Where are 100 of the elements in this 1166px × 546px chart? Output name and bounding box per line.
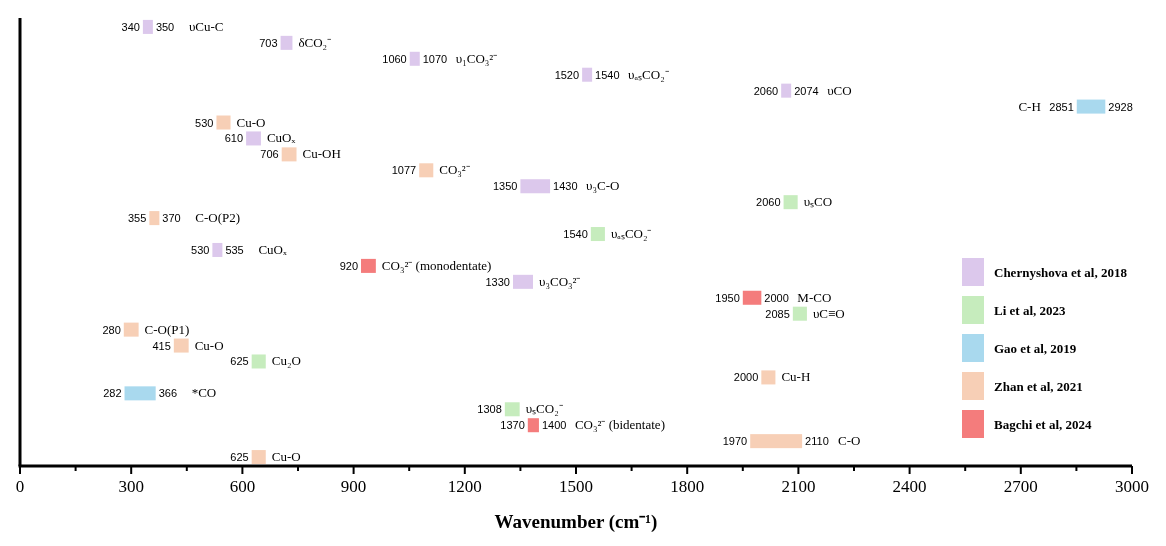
annotation: 703 xyxy=(259,36,278,49)
y-tick-label: Cu-O xyxy=(236,114,266,130)
annotation: 2000 xyxy=(733,371,759,384)
bar xyxy=(251,354,266,369)
x-tick-label: 2100 xyxy=(781,477,816,496)
bar xyxy=(504,402,520,417)
legend-label: Li et al, 2023 xyxy=(994,303,1066,318)
y-tick-label: υCu-C xyxy=(188,18,224,34)
y-tick-label: C-H xyxy=(1018,98,1041,114)
y-tick-label: Cu-O xyxy=(194,337,224,353)
legend-label: Gao et al, 2019 xyxy=(994,341,1077,356)
annotation: 366 xyxy=(158,387,178,400)
bar xyxy=(216,115,231,130)
bar xyxy=(419,163,434,178)
annotation: 2060 xyxy=(753,84,779,97)
annotation: 355 xyxy=(128,212,147,225)
x-tick-label: 1500 xyxy=(559,477,593,496)
x-tick-label: 0 xyxy=(15,477,25,496)
bar xyxy=(124,386,156,401)
annotation: 1540 xyxy=(595,68,620,81)
y-tick-label: υₐₛCO₂⁻ xyxy=(610,226,652,242)
annotation: 530 xyxy=(191,243,210,256)
y-tick-label: CuOₓ xyxy=(266,130,296,146)
bar xyxy=(280,35,293,50)
x-tick-label: 2400 xyxy=(892,477,927,496)
y-tick-label: CO₃²⁻ (monodentate) xyxy=(381,257,492,273)
annotation: 415 xyxy=(152,339,171,352)
annotation: 2085 xyxy=(765,307,790,320)
bar xyxy=(750,434,803,449)
annotation: 1540 xyxy=(563,228,588,241)
y-tick-label: C-O(P2) xyxy=(195,210,241,226)
y-tick-label: υₛCO xyxy=(803,194,833,210)
x-tick-label: 1800 xyxy=(670,477,705,496)
y-tick-label: M-CO xyxy=(797,289,832,305)
x-tick-label: 2700 xyxy=(1003,477,1038,496)
annotation: 1308 xyxy=(477,403,502,416)
bar xyxy=(123,322,139,337)
x-axis-title: Wavenumber (cm⁻¹) xyxy=(494,511,658,533)
annotation: 1430 xyxy=(553,180,578,193)
y-tick-label: υₛCO₂⁻ xyxy=(525,401,563,417)
annotation: 2060 xyxy=(756,196,781,209)
annotation: 706 xyxy=(260,148,279,161)
legend-label: Chernyshova et al, 2018 xyxy=(994,265,1128,280)
annotation: 340 xyxy=(121,20,140,33)
y-tick-label: υ₃CO₃²⁻ xyxy=(539,273,581,289)
y-tick-label: δCO₂⁻ xyxy=(298,34,332,50)
annotation: 1970 xyxy=(722,435,748,448)
bar xyxy=(792,306,807,321)
annotation: 1077 xyxy=(391,164,417,177)
annotation: 2851 xyxy=(1049,100,1074,113)
annotation: 1350 xyxy=(492,180,518,193)
bar xyxy=(783,195,798,210)
x-tick-label: 300 xyxy=(118,477,144,496)
bar xyxy=(173,338,189,353)
annotation: 2110 xyxy=(805,435,829,448)
y-tick-label: C-O(P1) xyxy=(144,321,190,337)
annotation: 1950 xyxy=(715,291,740,304)
y-tick-label: υₐₛCO₂⁻ xyxy=(628,66,669,82)
y-tick-label: Cu₂O xyxy=(271,353,301,369)
bar xyxy=(520,179,551,194)
annotation: 282 xyxy=(103,387,122,400)
y-tick-label: CO₃²⁻ xyxy=(439,162,470,178)
annotation: 1330 xyxy=(485,275,510,288)
annotation: 610 xyxy=(224,132,244,145)
bar xyxy=(246,131,261,146)
legend-label: Bagchi et al, 2024 xyxy=(994,417,1092,432)
bar xyxy=(281,147,297,162)
bar xyxy=(761,370,776,385)
bar xyxy=(527,418,539,433)
annotation: 2928 xyxy=(1108,100,1133,113)
annotation: 370 xyxy=(162,212,181,225)
annotation: 2000 xyxy=(764,291,789,304)
y-tick-label: Cu-O xyxy=(271,449,301,465)
annotation: 1070 xyxy=(422,52,448,65)
y-tick-label: CuOₓ xyxy=(258,241,287,257)
y-tick-label: υCO xyxy=(827,82,852,98)
y-tick-label: CO₃²⁻ (bidentate) xyxy=(574,417,665,433)
bar xyxy=(251,450,266,465)
y-tick-label: *CO xyxy=(191,385,217,401)
bar xyxy=(512,274,533,289)
x-tick-label: 600 xyxy=(229,477,256,496)
x-tick-label: 900 xyxy=(340,477,367,496)
bar xyxy=(361,258,376,273)
x-tick-label: 3000 xyxy=(1115,477,1149,496)
annotation: 1060 xyxy=(382,52,407,65)
annotation: 535 xyxy=(225,243,244,256)
annotation: 280 xyxy=(102,323,121,336)
y-tick-label: υC≡O xyxy=(812,305,845,321)
y-tick-label: υ₃C-O xyxy=(586,178,620,194)
annotation: 350 xyxy=(155,20,175,33)
bar xyxy=(742,290,762,305)
annotation: 2074 xyxy=(794,84,819,97)
annotation: 1400 xyxy=(541,419,567,432)
y-tick-label: Cu-OH xyxy=(302,146,341,162)
legend-label: Zhan et al, 2021 xyxy=(994,379,1083,394)
annotation: 625 xyxy=(230,355,249,368)
annotation: 1520 xyxy=(554,68,580,81)
x-tick-label: 1200 xyxy=(447,477,482,496)
bar xyxy=(582,67,593,82)
annotation: 530 xyxy=(195,116,214,129)
